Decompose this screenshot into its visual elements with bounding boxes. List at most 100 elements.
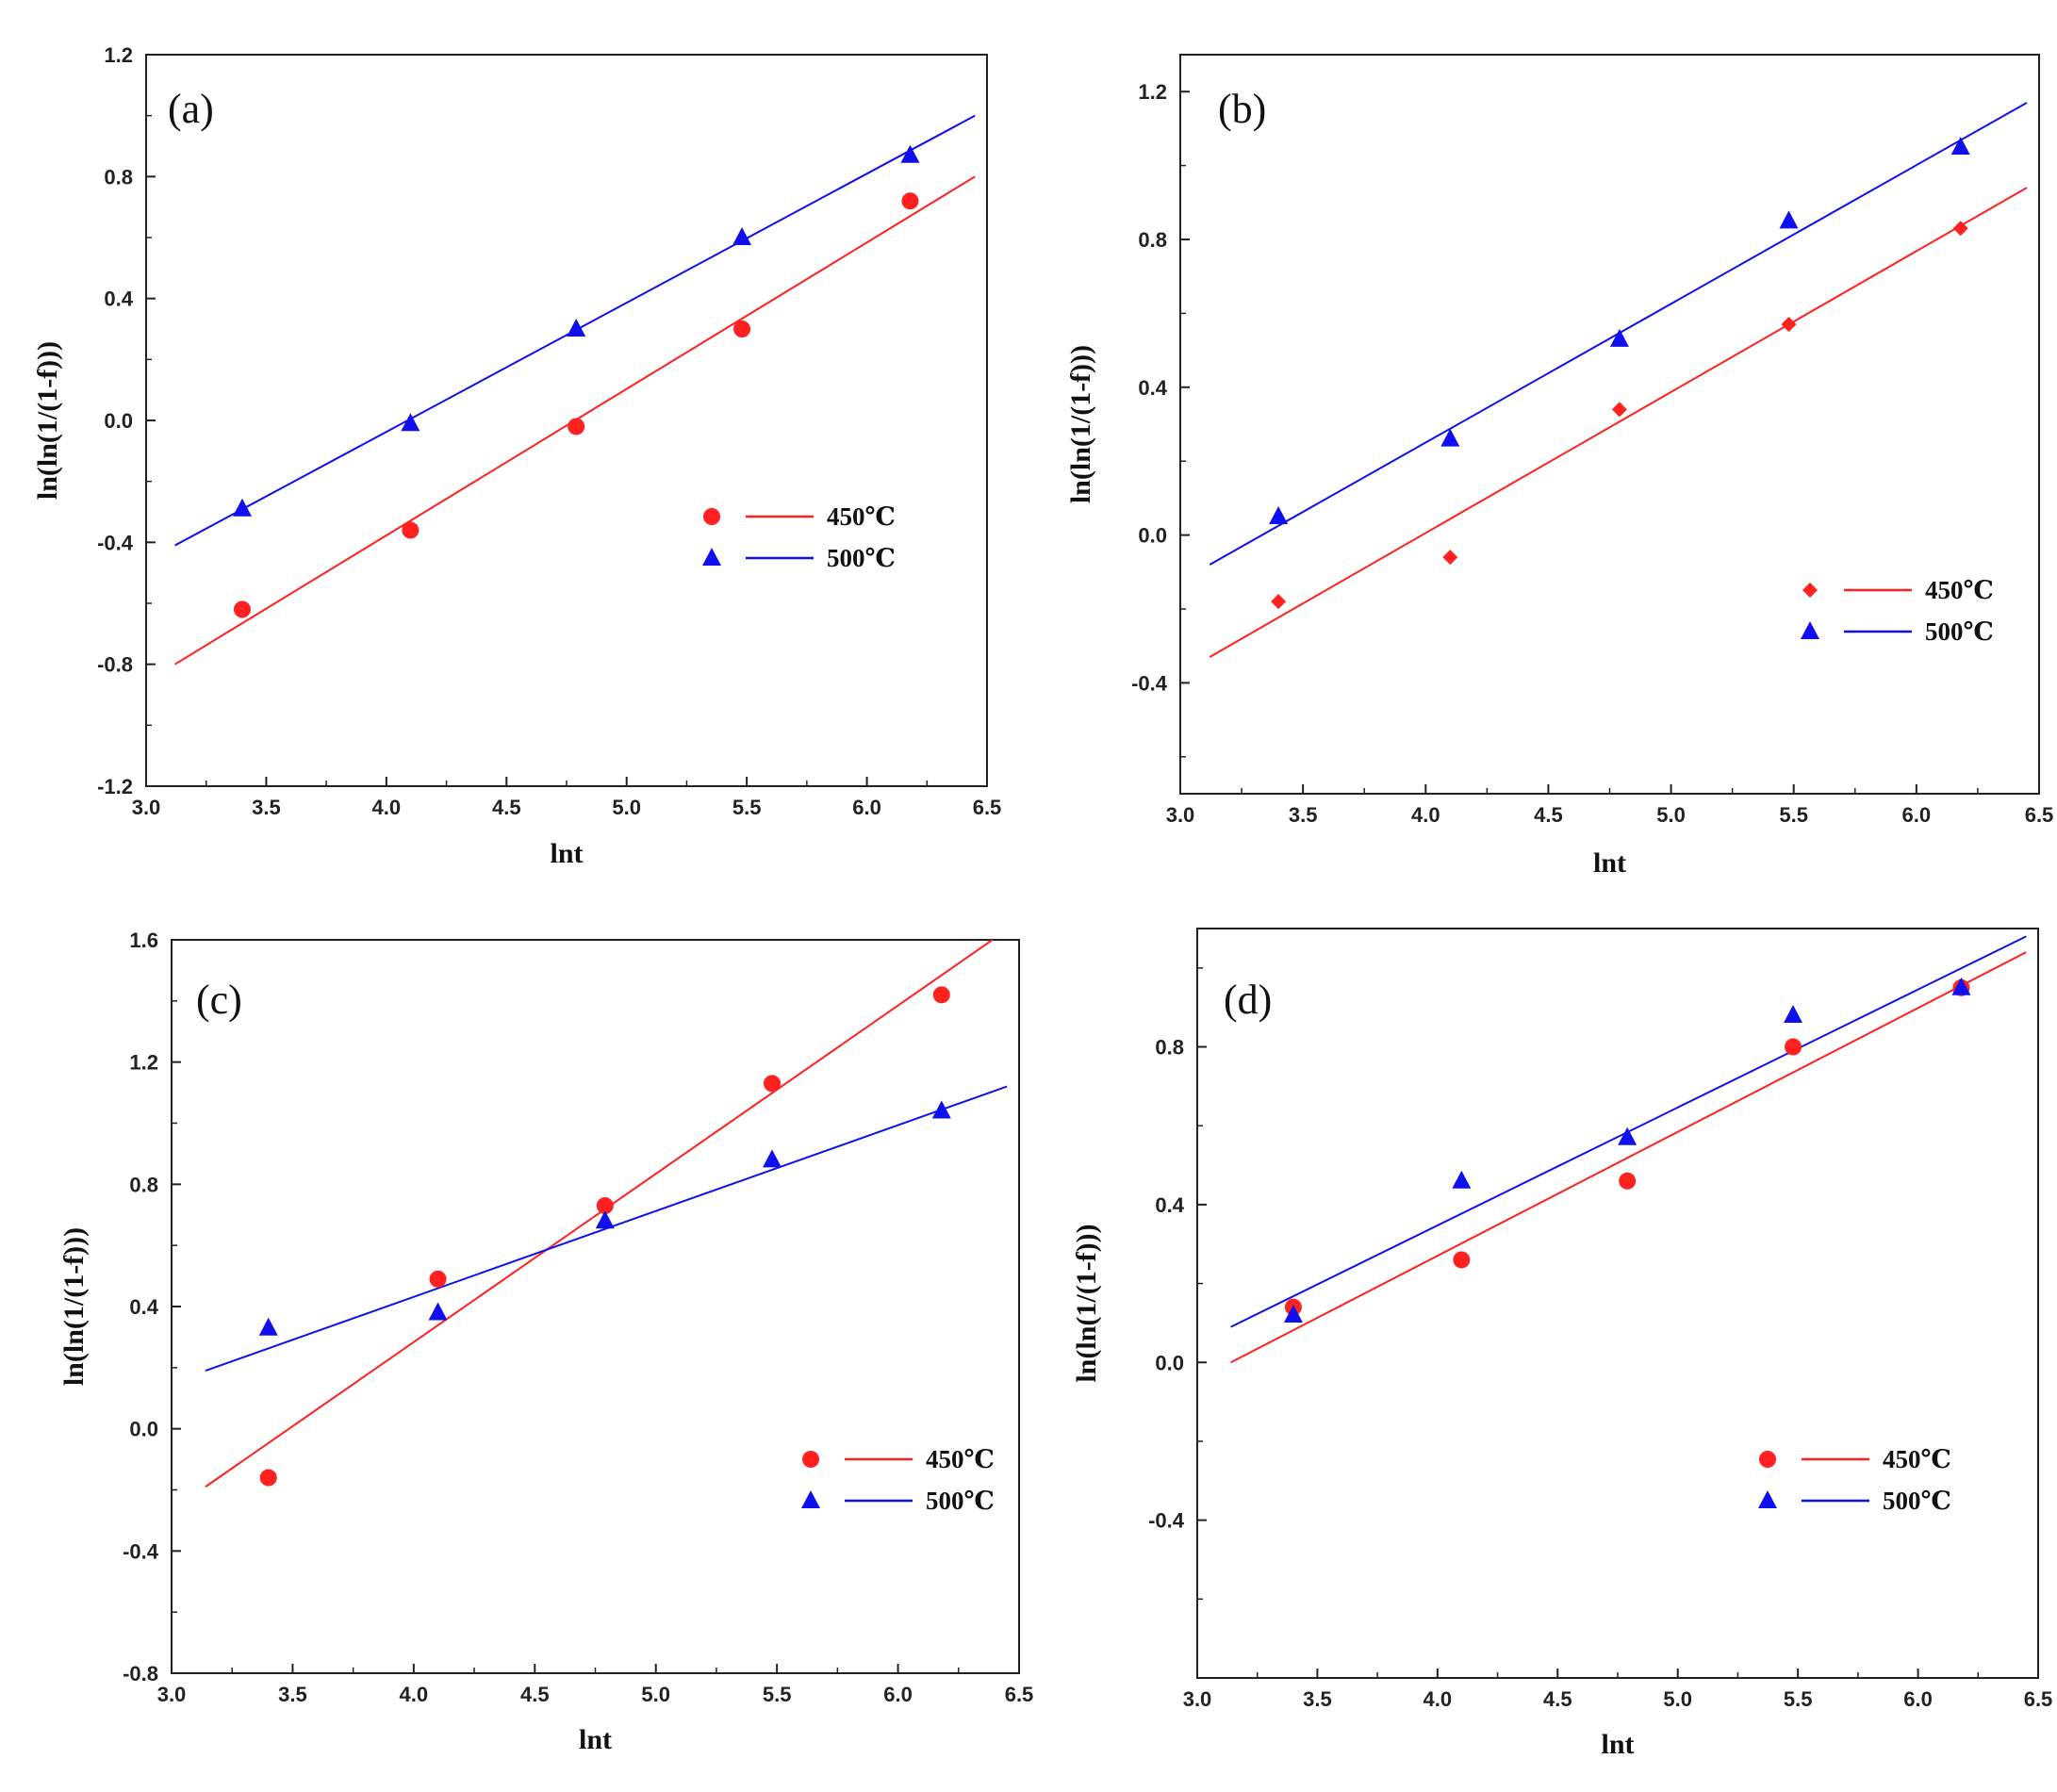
x-tick-label: 3.0 (157, 1683, 187, 1706)
data-point-450 (764, 1075, 782, 1093)
y-tick-label: 1.6 (129, 929, 158, 952)
legend-label-500: 500℃ (1925, 617, 1994, 646)
y-tick-label: 0.4 (1155, 1193, 1184, 1217)
data-point-500 (1950, 137, 1970, 155)
y-tick-label: -1.2 (97, 775, 133, 798)
y-tick-label: -0.4 (1131, 671, 1168, 695)
data-point-500 (1618, 1126, 1637, 1145)
x-tick-label: 5.5 (1779, 803, 1808, 827)
data-point-450 (1442, 550, 1458, 566)
data-point-450 (1952, 221, 1968, 237)
legend-marker-450 (1802, 583, 1818, 598)
chart-panel-c: 3.0 3.5 4.0 4.5 5.0 5.5 6.0 6.5 -0.8 -0.4 0.0 0.4 0.… (58, 929, 1033, 1755)
x-tick-label: 6.0 (883, 1683, 913, 1706)
data-point-500 (567, 319, 586, 337)
x-tick-label: 4.5 (520, 1683, 550, 1706)
data-point-500 (258, 1317, 278, 1336)
fit-line-450 (1230, 951, 2027, 1364)
x-tick-label: 4.5 (1543, 1687, 1572, 1711)
x-tick-label: 6.0 (852, 796, 881, 819)
data-point-450 (259, 1469, 277, 1487)
x-tick-label: 4.5 (492, 796, 521, 819)
x-tick-label: 6.0 (1903, 1687, 1933, 1711)
y-tick-label: 0.0 (1138, 524, 1167, 548)
data-point-450 (1785, 1038, 1802, 1056)
legend-label-450: 450℃ (827, 502, 896, 531)
data-point-450 (429, 1270, 447, 1288)
data-point-450 (932, 986, 950, 1004)
data-point-450 (1781, 317, 1797, 333)
legend-label-450: 450℃ (1883, 1445, 1951, 1473)
legend-marker-500 (1758, 1490, 1777, 1508)
data-point-450 (901, 192, 919, 210)
data-point-450 (1619, 1172, 1637, 1190)
panel-label: (b) (1218, 86, 1266, 132)
y-axis-title: ln(ln(1/(1-f))) (1065, 345, 1096, 503)
y-tick-label: 0.8 (129, 1173, 158, 1196)
y-axis-title: ln(ln(1/(1-f))) (58, 1227, 90, 1386)
data-point-450 (1271, 594, 1287, 610)
x-axis-title: lnt (550, 838, 583, 869)
fit-line-450 (1209, 187, 2028, 658)
legend-label-450: 450℃ (926, 1445, 995, 1473)
data-point-500 (763, 1149, 782, 1168)
data-point-500 (1283, 1305, 1303, 1323)
data-point-500 (931, 1100, 951, 1119)
x-tick-label: 3.0 (132, 796, 161, 819)
x-tick-label: 3.0 (1183, 1687, 1212, 1711)
y-tick-label: 1.2 (1138, 80, 1167, 104)
panel-label: (a) (168, 86, 214, 132)
legend-marker-500 (1801, 621, 1819, 639)
panel-label: (d) (1224, 977, 1272, 1023)
x-tick-label: 4.0 (372, 796, 402, 819)
legend-marker-450 (802, 1451, 819, 1468)
y-tick-label: 0.8 (1155, 1036, 1184, 1060)
legend-label-450: 450℃ (1925, 576, 1994, 604)
legend-label-500: 500℃ (926, 1487, 995, 1515)
data-point-500 (428, 1302, 448, 1321)
x-tick-label: 3.0 (1166, 803, 1195, 827)
legend-label-500: 500℃ (1883, 1487, 1951, 1515)
x-tick-label: 5.5 (732, 796, 762, 819)
x-tick-label: 3.5 (1303, 1687, 1332, 1711)
data-point-450 (733, 321, 751, 337)
x-axis-title: lnt (1601, 1729, 1634, 1760)
y-tick-label: 1.2 (129, 1051, 158, 1075)
x-axis-title: lnt (579, 1724, 612, 1755)
x-tick-label: 3.5 (252, 796, 281, 819)
data-point-500 (1779, 210, 1799, 229)
x-tick-label: 6.5 (2024, 1687, 2053, 1711)
y-tick-label: -0.4 (97, 531, 134, 554)
data-point-450 (1453, 1251, 1471, 1269)
x-axis-title: lnt (1593, 847, 1626, 879)
data-point-500 (1269, 506, 1289, 524)
plot-frame (1179, 54, 2040, 795)
y-tick-label: -0.4 (1148, 1509, 1185, 1533)
legend-marker-500 (801, 1490, 820, 1508)
chart-panel-b: 3.0 3.5 4.0 4.5 5.0 5.5 6.0 6.5 -0.4 0.0 0.4 0.8 1.2… (1065, 54, 2054, 879)
fit-line-500 (205, 1085, 1008, 1373)
x-tick-label: 5.0 (612, 796, 641, 819)
data-point-500 (1951, 977, 1971, 995)
x-tick-label: 5.5 (1784, 1687, 1813, 1711)
x-tick-label: 5.0 (1663, 1687, 1692, 1711)
legend-label-500: 500℃ (827, 544, 896, 572)
y-axis-title: ln(ln(1/(1-f))) (1071, 1224, 1102, 1382)
x-tick-label: 6.0 (1902, 803, 1932, 827)
legend-marker-500 (702, 548, 721, 566)
legend-marker-450 (1759, 1451, 1776, 1468)
y-tick-label: 0.0 (104, 409, 133, 433)
y-tick-label: 0.0 (129, 1418, 158, 1441)
plot-frame (145, 54, 988, 787)
panel-label: (c) (196, 977, 242, 1023)
plot-frame (1196, 928, 2039, 1679)
data-point-450 (402, 521, 420, 539)
x-tick-label: 6.5 (2025, 803, 2054, 827)
y-tick-label: 0.4 (129, 1295, 158, 1319)
x-tick-label: 4.0 (1423, 1687, 1453, 1711)
data-point-500 (1784, 1005, 1803, 1024)
legend-marker-450 (703, 508, 720, 525)
data-point-500 (900, 144, 920, 163)
y-tick-label: 0.0 (1155, 1351, 1184, 1374)
